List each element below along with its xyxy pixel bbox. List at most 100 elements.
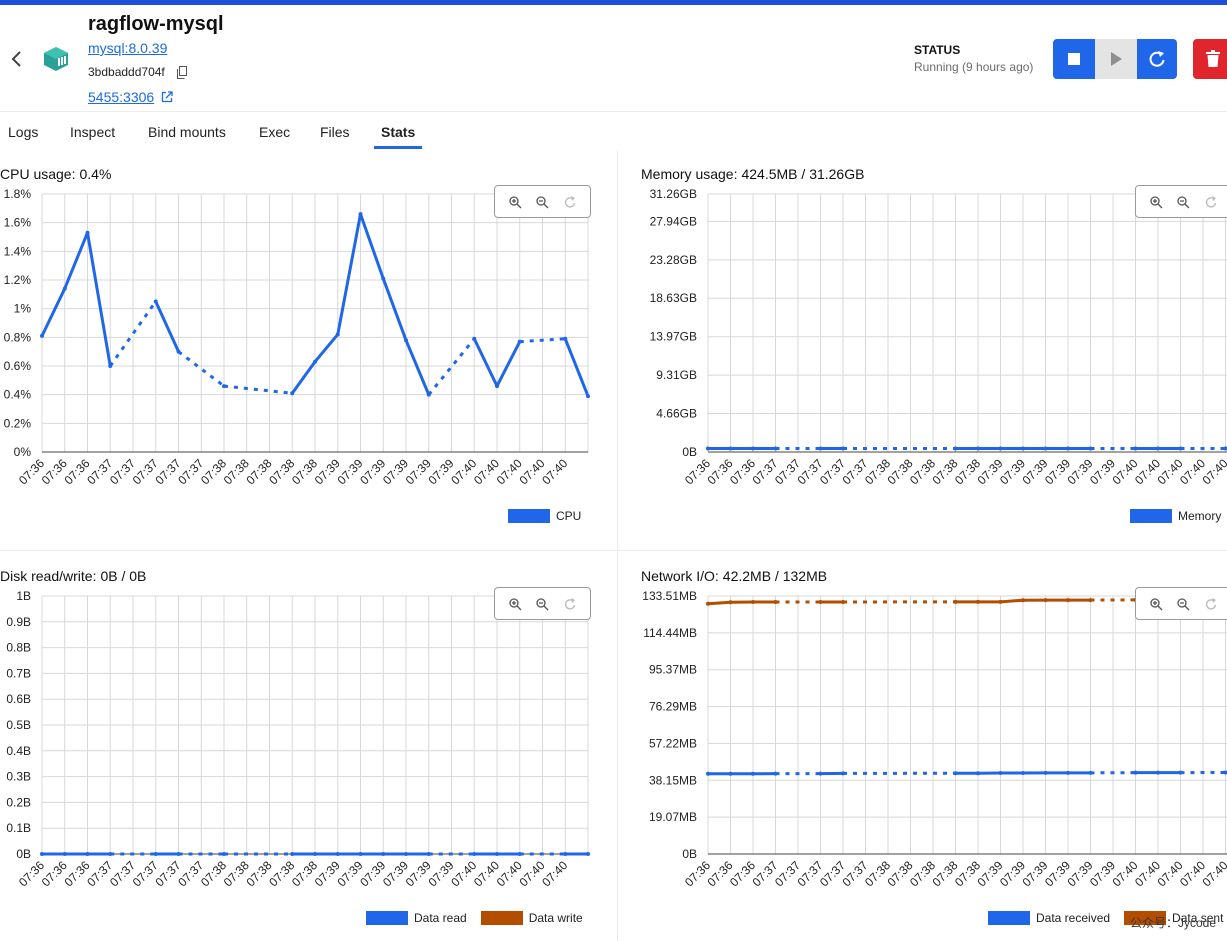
reset-zoom-button[interactable] (559, 593, 581, 615)
stop-icon (1068, 53, 1080, 65)
port-link[interactable]: 5455:3306 (88, 89, 155, 105)
memory-title-label: Memory usage: (641, 166, 738, 182)
cpu-legend: CPU (508, 509, 595, 523)
x-tick-label: 07:40 (539, 858, 570, 889)
series-line-cpu (313, 332, 340, 364)
data-point-data-read (176, 852, 181, 856)
reset-zoom-button[interactable] (1200, 593, 1222, 615)
play-icon (1111, 52, 1122, 66)
data-point-cpu (517, 339, 522, 344)
data-point-cpu (153, 299, 158, 304)
data-point-data-received (706, 771, 710, 776)
y-tick-label: 0.8B (6, 641, 31, 655)
data-point-data-received (1223, 770, 1227, 775)
external-link-icon[interactable] (161, 91, 173, 103)
header-divider (0, 111, 1227, 112)
zoom-out-button[interactable] (531, 593, 553, 615)
zoom-out-button[interactable] (531, 191, 553, 213)
data-point-data-received (1178, 770, 1183, 775)
tab-inspect[interactable]: Inspect (70, 124, 116, 140)
container-cube-icon (44, 47, 68, 71)
reset-icon (565, 195, 576, 208)
disk-panel-title: Disk read/write: 0B / 0B (0, 568, 146, 584)
active-tab-indicator (374, 146, 422, 149)
series-line-cpu (223, 384, 293, 395)
image-link[interactable]: mysql:8.0.39 (88, 40, 168, 56)
data-point-memory (1088, 446, 1093, 451)
legend-item-cpu: CPU (508, 509, 581, 523)
tab-logs[interactable]: Logs (8, 124, 39, 140)
data-point-memory (841, 446, 845, 451)
data-point-cpu (335, 332, 340, 337)
y-tick-label: 0.4B (6, 744, 31, 758)
reset-zoom-button[interactable] (1200, 191, 1222, 213)
legend-swatch-data-write (480, 911, 523, 925)
network-chart: 0B 19.07MB 38.15MB 57.22MB 76.29MB 95.37MB 114… (642, 589, 1227, 889)
watermark-text: 公众号：Jycode (1130, 916, 1217, 930)
y-tick-label: 114.44MB (643, 626, 697, 640)
tab-bind-mounts[interactable]: Bind mounts (148, 124, 226, 140)
tab-exec[interactable]: Exec (259, 124, 291, 140)
y-tick-label: 0% (14, 445, 32, 459)
data-point-data-sent (818, 600, 823, 605)
zoom-in-button[interactable] (504, 593, 526, 615)
copy-icon[interactable] (176, 66, 188, 79)
data-point-memory (728, 446, 733, 451)
zoom-out-icon (536, 195, 549, 208)
network-title-label: Network I/O: (641, 568, 719, 584)
data-point-cpu (290, 391, 295, 396)
status-text: Running (9 hours ago) (914, 60, 1034, 74)
zoom-in-icon (1150, 597, 1163, 610)
series-line-cpu (336, 212, 362, 336)
data-point-data-read (472, 852, 477, 856)
stop-button[interactable] (1053, 39, 1095, 79)
y-tick-label: 0.2% (4, 416, 32, 430)
data-point-data-sent (773, 600, 778, 605)
data-point-data-sent (751, 600, 755, 605)
zoom-in-button[interactable] (504, 191, 526, 213)
y-tick-label: 0B (682, 445, 697, 459)
tab-stats[interactable]: Stats (381, 124, 416, 140)
container-title: ragflow-mysql (88, 13, 224, 35)
y-tick-label: 27.94GB (650, 214, 697, 228)
data-point-memory (953, 446, 958, 451)
legend-item-data-received: Data received (988, 911, 1110, 925)
data-point-data-read (62, 852, 67, 856)
zoom-out-button[interactable] (1172, 191, 1194, 213)
data-point-data-sent (1066, 598, 1070, 603)
data-point-data-read (404, 852, 408, 856)
series-line-cpu (290, 360, 317, 395)
zoom-in-button[interactable] (1145, 593, 1167, 615)
cpu-title-label: CPU usage: (0, 166, 76, 182)
data-point-cpu (472, 336, 477, 341)
reset-icon (1206, 195, 1217, 208)
zoom-in-button[interactable] (1145, 191, 1167, 213)
data-point-data-read (290, 852, 295, 856)
zoom-out-icon (1177, 195, 1190, 208)
y-tick-label: 0.6B (6, 692, 31, 706)
series-line-cpu (495, 340, 522, 388)
restart-button[interactable] (1137, 39, 1177, 79)
memory-panel-title: Memory usage: 424.5MB / 31.26GB (641, 166, 864, 182)
series-line-cpu (381, 277, 408, 342)
status-label: STATUS (914, 43, 961, 57)
start-button[interactable] (1095, 39, 1137, 79)
back-arrow-icon[interactable] (6, 46, 28, 72)
zoom-out-button[interactable] (1172, 593, 1194, 615)
series-line-cpu (109, 300, 157, 367)
y-tick-label: 0B (16, 847, 31, 861)
delete-button[interactable] (1193, 39, 1227, 79)
legend-label-data-received: Data received (1036, 911, 1111, 925)
cpu-chart: 0%0.2%0.4%0.6%0.8%1%1.2%1.4%1.6%1.8%07:3… (4, 187, 590, 487)
reset-zoom-button[interactable] (559, 191, 581, 213)
data-point-memory (751, 446, 755, 451)
y-tick-label: 76.29MB (649, 700, 697, 714)
zoom-out-icon (1177, 597, 1190, 610)
series-line-data-sent (706, 600, 732, 606)
data-point-memory (1178, 446, 1183, 451)
data-point-cpu (381, 276, 386, 281)
data-point-memory (1133, 446, 1138, 451)
memory-chart: 0B 4.66GB 9.31GB 13.97GB 18.63GB 23.28GB 27.94… (650, 187, 1227, 487)
data-point-data-received (728, 771, 733, 776)
tab-files[interactable]: Files (320, 124, 350, 140)
